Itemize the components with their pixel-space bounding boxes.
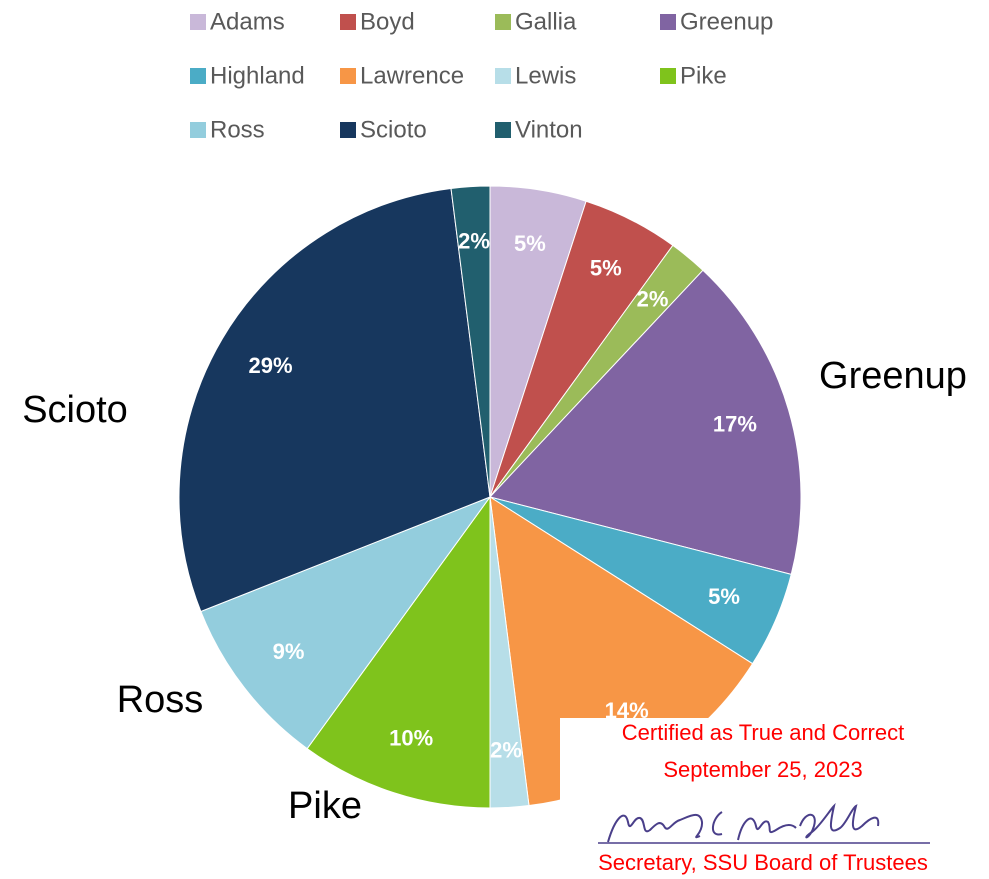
callout-label: Scioto	[22, 389, 128, 431]
data-label: 9%	[273, 639, 305, 664]
pie-slice	[450, 185, 491, 498]
certification: Certified as True and Correct September …	[560, 718, 980, 875]
legend-label: Lewis	[515, 62, 576, 89]
callout-label: Ross	[117, 679, 204, 721]
legend-label: Scioto	[360, 116, 427, 143]
legend-swatch	[190, 122, 206, 138]
legend-label: Ross	[210, 116, 265, 143]
data-label: 29%	[248, 353, 292, 378]
legend-label: Highland	[210, 62, 305, 89]
data-label: 2%	[637, 286, 669, 311]
annotation: September 25, 2023	[663, 757, 862, 782]
pie-slice	[200, 495, 492, 750]
data-label: 5%	[708, 584, 740, 609]
legend-swatch	[495, 122, 511, 138]
annotation-box	[560, 718, 980, 822]
annotation: Secretary, SSU Board of Trustees	[598, 850, 928, 875]
legend-label: Vinton	[515, 116, 583, 143]
callout-label: Pike	[288, 785, 362, 827]
pie-slice	[306, 495, 491, 809]
data-label: 10%	[389, 725, 433, 750]
legend-label: Lawrence	[360, 62, 464, 89]
data-label: 17%	[713, 412, 757, 437]
legend-swatch	[495, 14, 511, 30]
legend-label: Boyd	[360, 8, 415, 35]
legend-label: Adams	[210, 8, 285, 35]
legend-swatch	[190, 68, 206, 84]
legend-swatch	[340, 14, 356, 30]
signature	[607, 802, 880, 843]
legend: Adams Boyd Gallia Greenup Highland Lawrence Le…	[190, 8, 773, 143]
callout-label: Greenup	[819, 355, 967, 397]
legend-swatch	[340, 122, 356, 138]
data-label: 5%	[514, 231, 546, 256]
legend-label: Pike	[680, 62, 727, 89]
annotation: Certified as True and Correct	[622, 720, 904, 745]
legend-swatch	[660, 14, 676, 30]
legend-swatch	[660, 68, 676, 84]
data-label: 5%	[590, 256, 622, 281]
pie-slice	[489, 269, 802, 575]
legend-swatch	[340, 68, 356, 84]
pie	[178, 185, 802, 809]
legend-swatch	[190, 14, 206, 30]
legend-label: Greenup	[680, 8, 773, 35]
legend-label: Gallia	[515, 8, 577, 35]
pie-slice	[178, 187, 491, 613]
legend-swatch	[495, 68, 511, 84]
data-label: 2%	[490, 737, 522, 762]
data-label: 2%	[458, 228, 490, 253]
